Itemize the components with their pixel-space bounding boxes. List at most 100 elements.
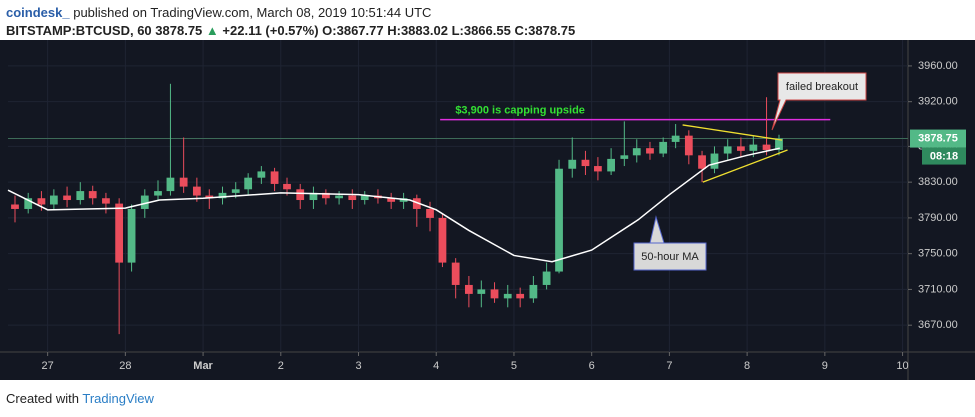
candle-body (555, 168, 563, 272)
candle-body (775, 138, 783, 150)
candle-body (387, 198, 396, 202)
candle-body (205, 195, 214, 199)
candle-body (179, 177, 188, 187)
candle-body (737, 146, 745, 151)
candle-body (154, 191, 162, 196)
candle-body (710, 153, 719, 169)
candle-body (309, 192, 318, 201)
countdown-label: 08:18 (930, 150, 958, 162)
x-tick-label: 6 (589, 360, 595, 372)
callout-label: 50-hour MA (641, 251, 699, 263)
candle-body (49, 195, 58, 205)
candle-body (11, 204, 19, 209)
brand: TradingView (82, 391, 154, 406)
x-tick-label: Mar (193, 360, 213, 372)
candle-body (24, 198, 33, 209)
candle-body (529, 284, 538, 299)
candle-body (542, 271, 551, 285)
x-tick-label: 27 (42, 360, 54, 372)
candle-body (568, 159, 577, 169)
candle-body (412, 198, 421, 209)
ma-line (7, 147, 780, 263)
candle-body (516, 293, 525, 299)
y-tick-label: 3960.00 (918, 60, 958, 72)
x-tick-label: 3 (355, 360, 361, 372)
candle-body (270, 171, 279, 184)
candle-body (63, 195, 71, 201)
candle-body (749, 144, 758, 151)
published: published on TradingView.com, March 08, … (73, 5, 432, 20)
candle-body (632, 148, 641, 156)
candle-body (115, 203, 124, 263)
candle-body (698, 155, 706, 169)
candle-body (218, 192, 227, 199)
footer-text: Created with (6, 391, 79, 406)
candle-body (723, 146, 732, 154)
candle-body (244, 177, 253, 190)
y-tick-label: 3920.00 (918, 96, 958, 108)
trendline (702, 149, 788, 183)
candle-body (594, 166, 602, 172)
x-tick-label: 10 (896, 360, 908, 372)
candle-body (581, 159, 590, 167)
y-tick-label: 3790.00 (918, 212, 958, 224)
ohlc: C:3878.75 (514, 23, 576, 38)
candle-body (296, 189, 305, 201)
x-tick-label: 7 (666, 360, 672, 372)
price-box (910, 129, 966, 148)
candle-body (283, 183, 291, 190)
candle-body (127, 208, 136, 263)
candle-body (257, 171, 266, 178)
candle-body (192, 186, 201, 196)
candle-body (464, 284, 473, 294)
candle-body (607, 158, 615, 172)
candle-body (671, 135, 680, 142)
callout-box (771, 72, 867, 131)
candle-body (659, 141, 668, 154)
candle-body (348, 195, 357, 201)
up-arrow: ▲ (205, 23, 219, 38)
header-line: BITSTAMP:BTCUSD, 60 3878.75 ▲ +22.11 (+0… (6, 22, 575, 40)
candle-body (335, 195, 343, 199)
candle-body (140, 195, 149, 209)
header-line: coindesk_ published on TradingView.com, … (6, 4, 575, 22)
candle-body (426, 208, 434, 218)
y-tick-label: 3710.00 (918, 283, 958, 295)
x-tick-label: 9 (822, 360, 828, 372)
candle-body (37, 198, 46, 205)
callout-label: failed breakout (786, 81, 858, 93)
y-tick-label: 3830.00 (918, 176, 958, 188)
candle-body (360, 195, 369, 201)
x-tick-label: 8 (744, 360, 750, 372)
ohlc: O:3867.77 (322, 23, 384, 38)
callout-box (633, 215, 707, 271)
x-tick-label: 5 (511, 360, 517, 372)
candle-body (321, 192, 330, 199)
price-box-label: 3878.75 (918, 132, 958, 144)
ohlc: H:3883.02 (387, 23, 448, 38)
x-tick-label: 28 (119, 360, 131, 372)
candle-body (102, 198, 110, 204)
candle-body (620, 155, 629, 159)
candle-body (166, 177, 175, 192)
candle-body (646, 148, 654, 154)
candle-body (76, 191, 85, 201)
last-price: 3878.75 (155, 23, 203, 38)
y-tick-label: 3670.00 (918, 319, 958, 331)
x-tick-label: 4 (433, 360, 439, 372)
candle-body (477, 289, 486, 294)
y-tick-label: 3750.00 (918, 248, 958, 260)
candle-body (231, 189, 240, 193)
candle-body (684, 135, 693, 156)
candle-body (490, 289, 499, 299)
countdown-box (922, 147, 966, 165)
author: coindesk_ (6, 5, 70, 20)
change: +22.11 (+0.57%) (222, 23, 319, 38)
candle-body (451, 262, 460, 285)
header: coindesk_ published on TradingView.com, … (6, 4, 575, 40)
candle-body (762, 144, 771, 150)
ohlc: L:3866.55 (451, 23, 511, 38)
footer: Created with TradingView (6, 391, 154, 406)
symbol: BITSTAMP:BTCUSD, 60 (6, 23, 152, 38)
